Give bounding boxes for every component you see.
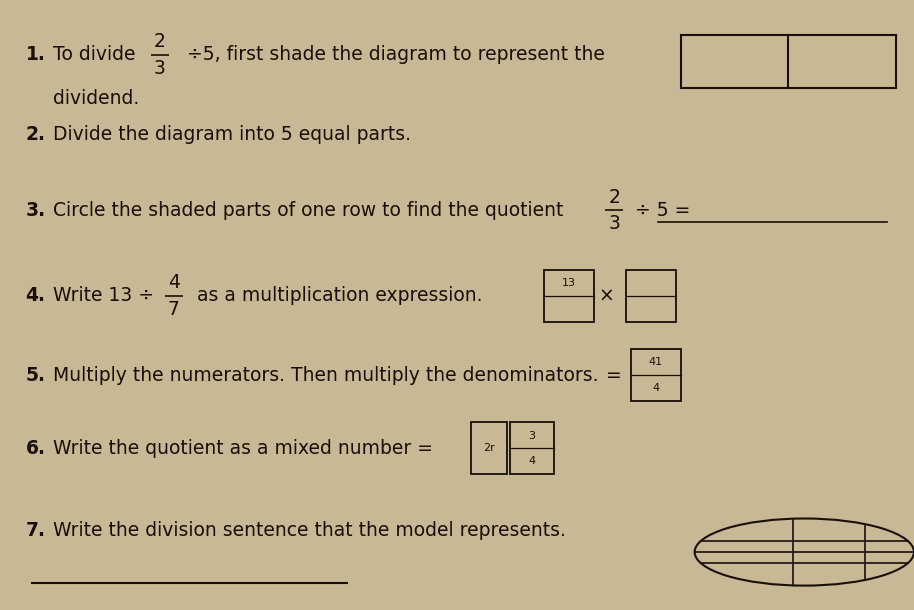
Text: 3: 3 — [154, 59, 165, 78]
Text: ×: × — [598, 286, 614, 306]
Text: 13: 13 — [562, 278, 576, 288]
Text: Multiply the numerators. Then multiply the denominators.: Multiply the numerators. Then multiply t… — [53, 365, 599, 385]
Text: 7.: 7. — [26, 521, 46, 540]
Text: as a multiplication expression.: as a multiplication expression. — [197, 286, 482, 306]
Text: 2: 2 — [609, 187, 620, 207]
Text: 5.: 5. — [26, 365, 46, 385]
Text: 4: 4 — [167, 273, 180, 292]
Text: dividend.: dividend. — [53, 89, 139, 109]
Text: 4: 4 — [528, 456, 536, 466]
Text: ÷5, first shade the diagram to represent the: ÷5, first shade the diagram to represent… — [187, 45, 605, 65]
Text: Write the quotient as a mixed number =: Write the quotient as a mixed number = — [53, 439, 433, 458]
Text: 2r: 2r — [484, 443, 494, 453]
Text: 3: 3 — [528, 431, 536, 440]
Text: 7: 7 — [168, 300, 179, 319]
Text: Write the division sentence that the model represents.: Write the division sentence that the mod… — [53, 521, 566, 540]
Text: Divide the diagram into 5 equal parts.: Divide the diagram into 5 equal parts. — [53, 124, 411, 144]
Text: Circle the shaded parts of one row to find the quotient: Circle the shaded parts of one row to fi… — [53, 201, 563, 220]
Text: 41: 41 — [649, 357, 663, 367]
Text: 2.: 2. — [26, 124, 46, 144]
Text: 3: 3 — [609, 214, 620, 234]
Text: ÷ 5 =: ÷ 5 = — [635, 201, 691, 220]
Text: =: = — [606, 365, 622, 385]
Text: 4.: 4. — [26, 286, 46, 306]
Text: 1.: 1. — [26, 45, 46, 65]
Text: 4: 4 — [653, 383, 659, 393]
Text: To divide: To divide — [53, 45, 135, 65]
Text: 2: 2 — [154, 32, 165, 51]
Text: 3.: 3. — [26, 201, 46, 220]
Text: Write 13 ÷: Write 13 ÷ — [53, 286, 154, 306]
Text: 6.: 6. — [26, 439, 46, 458]
